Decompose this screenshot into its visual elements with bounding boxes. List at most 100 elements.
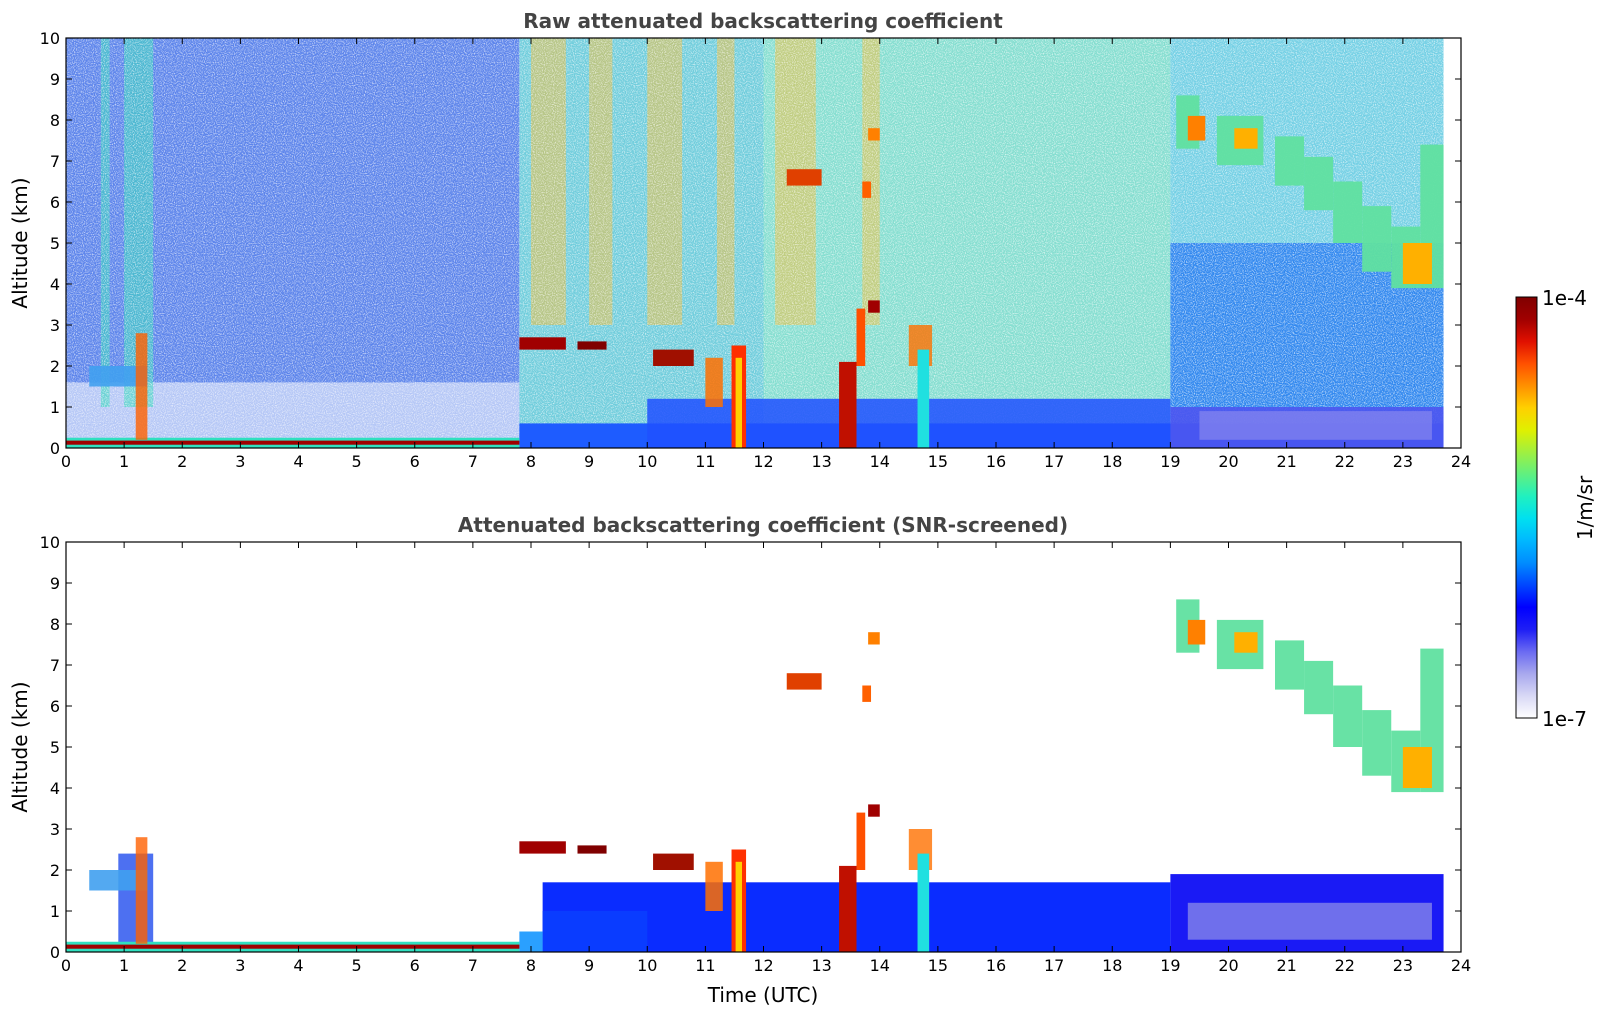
y-tick-label: 4 [50, 275, 60, 294]
x-tick-label: 4 [293, 956, 303, 975]
cloud [868, 128, 880, 141]
top-x-ticks: 0 1 2 3 4 5 6 7 8 9 10 11 12 13 14 15 16 17 18 19 20 21 22 23 24 [61, 38, 1471, 471]
cloud [135, 837, 148, 944]
x-tick-label: 16 [986, 956, 1006, 975]
x-tick-label: 13 [811, 452, 831, 471]
y-tick-label: 5 [50, 738, 60, 757]
surface-layer [66, 944, 520, 949]
x-tick-label: 5 [352, 452, 362, 471]
cirrus [1304, 660, 1334, 715]
surface-layer [66, 440, 520, 445]
cirrus [1275, 640, 1305, 690]
bottom-panel: Attenuated backscattering coefficient (S… [8, 513, 1471, 1007]
boundary-layer [542, 911, 648, 952]
x-tick-label: 11 [695, 452, 715, 471]
precipitation-column [839, 361, 857, 448]
x-tick-label: 19 [1160, 956, 1180, 975]
cloud [577, 341, 607, 350]
x-tick-label: 13 [811, 956, 831, 975]
x-tick-label: 12 [753, 956, 773, 975]
boundary-layer [519, 931, 543, 952]
cirrus [1187, 619, 1206, 645]
x-tick-label: 6 [410, 452, 420, 471]
colorbar-bar [1515, 296, 1538, 719]
bottom-heatmap [66, 599, 1444, 952]
precipitation-column [735, 861, 742, 952]
bottom-y-ticks: 0 1 2 3 4 5 6 7 8 9 10 [40, 533, 1461, 962]
x-tick-label: 9 [584, 956, 594, 975]
x-tick-label: 18 [1102, 452, 1122, 471]
noise-texture [66, 38, 1444, 448]
x-tick-label: 15 [928, 956, 948, 975]
cloud [705, 357, 723, 407]
bottom-y-axis-label: Altitude (km) [8, 681, 32, 812]
x-tick-label: 3 [235, 452, 245, 471]
x-tick-label: 7 [468, 452, 478, 471]
cloud [705, 861, 723, 911]
y-tick-label: 5 [50, 234, 60, 253]
x-tick-label: 2 [177, 452, 187, 471]
cirrus [1402, 747, 1432, 788]
y-tick-label: 7 [50, 152, 60, 171]
bottom-panel-title: Attenuated backscattering coefficient (S… [458, 513, 1068, 537]
x-tick-label: 0 [61, 956, 71, 975]
cloud [868, 300, 880, 313]
cloud [653, 349, 694, 366]
y-tick-label: 1 [50, 398, 60, 417]
x-tick-label: 22 [1335, 452, 1355, 471]
x-tick-label: 1 [119, 956, 129, 975]
x-tick-label: 7 [468, 956, 478, 975]
x-tick-label: 18 [1102, 956, 1122, 975]
colorbar-unit-label: 1/m/sr [1573, 475, 1597, 540]
bottom-x-ticks: 0 1 2 3 4 5 6 7 8 9 10 11 12 13 14 15 16 17 18 19 20 21 22 23 24 [61, 542, 1471, 975]
y-tick-label: 10 [40, 29, 60, 48]
x-tick-label: 17 [1044, 956, 1064, 975]
no-data [1443, 38, 1461, 448]
cirrus [1187, 115, 1206, 141]
cirrus [1333, 181, 1363, 243]
x-tick-label: 11 [695, 956, 715, 975]
top-panel: Raw attenuated backscattering coefficien… [8, 9, 1471, 471]
x-tick-label: 12 [753, 452, 773, 471]
colorbar: 1e-4 1e-7 1/m/sr [1515, 286, 1597, 731]
colorbar-max-label: 1e-4 [1542, 286, 1587, 310]
cirrus [1333, 685, 1363, 747]
x-tick-label: 24 [1451, 452, 1471, 471]
y-tick-label: 3 [50, 316, 60, 335]
y-tick-label: 10 [40, 533, 60, 552]
x-tick-label: 14 [870, 956, 890, 975]
top-y-ticks: 0 1 2 3 4 5 6 7 8 9 10 [40, 29, 1461, 458]
cloud [862, 685, 872, 702]
cloud [786, 169, 822, 186]
precipitation-column [917, 853, 930, 952]
y-tick-label: 0 [50, 439, 60, 458]
x-tick-label: 6 [410, 956, 420, 975]
x-tick-label: 14 [870, 452, 890, 471]
colorbar-min-label: 1e-7 [1542, 707, 1587, 731]
x-tick-label: 4 [293, 452, 303, 471]
y-tick-label: 6 [50, 193, 60, 212]
x-axis-label: Time (UTC) [707, 983, 819, 1007]
cloud [653, 853, 694, 870]
cloud [89, 366, 148, 387]
x-tick-label: 24 [1451, 956, 1471, 975]
y-tick-label: 4 [50, 779, 60, 798]
cirrus [1362, 206, 1392, 272]
cirrus [1234, 128, 1258, 149]
x-tick-label: 21 [1276, 452, 1296, 471]
x-tick-label: 20 [1218, 956, 1238, 975]
y-tick-label: 9 [50, 70, 60, 89]
precipitation-column [917, 349, 930, 448]
y-tick-label: 6 [50, 697, 60, 716]
boundary-layer [647, 398, 1171, 448]
cloud [519, 337, 566, 350]
precipitation-column [735, 357, 742, 448]
precipitation-column [839, 865, 857, 952]
x-tick-label: 9 [584, 452, 594, 471]
cloud [135, 333, 148, 440]
top-heatmap [66, 38, 1461, 448]
x-tick-label: 19 [1160, 452, 1180, 471]
x-tick-label: 2 [177, 956, 187, 975]
cloud [577, 845, 607, 854]
